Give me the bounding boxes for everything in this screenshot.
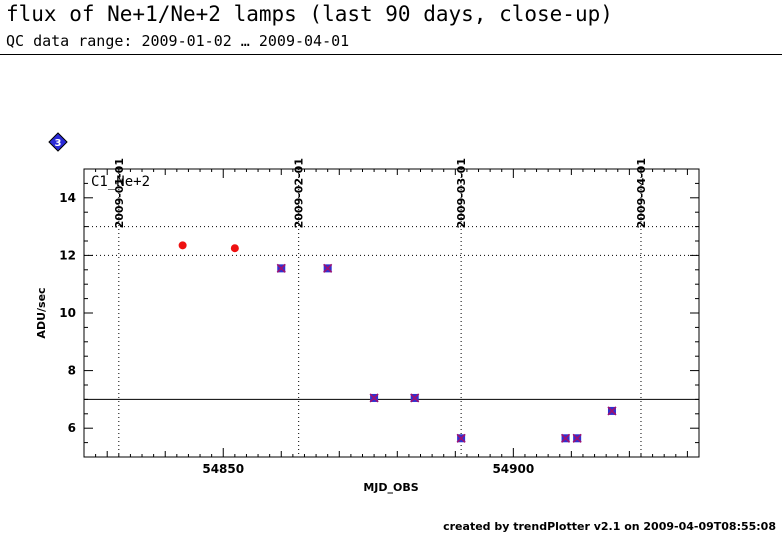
data-point-marker: [607, 406, 617, 416]
y-axis-label: ADU/sec: [35, 287, 48, 338]
y-tick-label: 12: [59, 248, 76, 262]
y-tick-label: 8: [68, 364, 76, 378]
y-tick-label: 10: [59, 306, 76, 320]
date-marker-label: 2009-04-01: [635, 158, 648, 228]
data-point-cross: [410, 393, 420, 403]
data-point-marker: [369, 393, 379, 403]
data-point-marker: [572, 433, 582, 443]
data-point-cross: [369, 393, 379, 403]
chart-subtitle: QC data range: 2009-01-02 … 2009-04-01: [6, 32, 350, 50]
badge-number: 3: [55, 138, 62, 149]
date-marker-label: 2009-02-01: [293, 158, 306, 228]
y-tick-label: 6: [68, 421, 76, 435]
data-point-marker: [276, 263, 286, 273]
footer-credit: created by trendPlotter v2.1 on 2009-04-…: [443, 520, 776, 533]
data-point-cross: [572, 433, 582, 443]
data-point-red: [178, 241, 187, 250]
x-axis-label: MJD_OBS: [363, 481, 418, 494]
data-point-cross: [276, 263, 286, 273]
data-point-marker: [456, 433, 466, 443]
data-point-cross: [323, 263, 333, 273]
data-point-marker: [410, 393, 420, 403]
panel-label: C1_Ne+2: [91, 174, 150, 190]
data-point-cross: [560, 433, 571, 443]
date-marker-label: 2009-01-01: [113, 158, 126, 228]
x-tick-label: 54900: [492, 462, 534, 476]
chart-title: flux of Ne+1/Ne+2 lamps (last 90 days, c…: [6, 2, 613, 26]
data-point-cross: [607, 406, 617, 416]
y-tick-label: 14: [59, 191, 76, 205]
data-point-marker: [560, 433, 571, 443]
data-point-marker: [323, 263, 333, 273]
date-marker-label: 2009-03-01: [455, 158, 468, 228]
plot-frame: [83, 168, 700, 458]
diamond-badge-icon: 3: [48, 132, 68, 152]
data-point-cross: [456, 433, 466, 443]
header-divider: [0, 54, 782, 55]
x-tick-label: 54850: [202, 462, 244, 476]
data-point-red: [230, 244, 239, 253]
